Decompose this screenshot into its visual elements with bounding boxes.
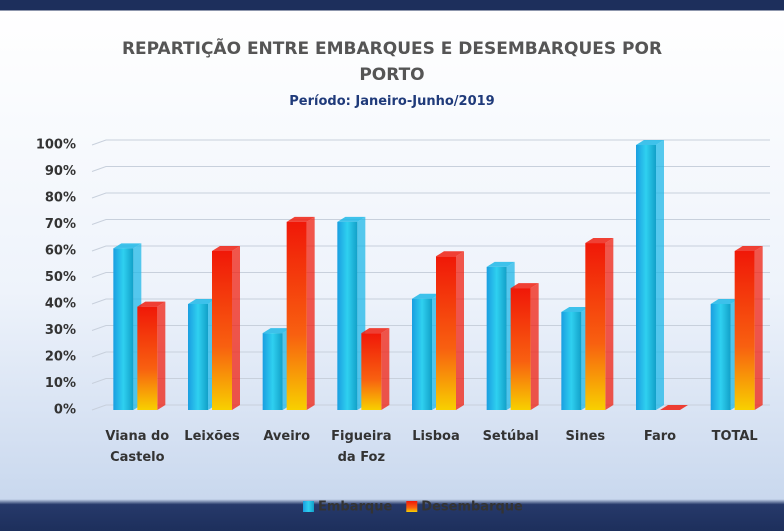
grid-line [91, 245, 770, 252]
bar-top [636, 140, 664, 145]
bar-top [412, 293, 440, 299]
bar [486, 266, 507, 410]
bar [710, 304, 731, 410]
y-tick-label: 10% [45, 376, 76, 391]
bar-top [660, 405, 688, 410]
y-tick-label: 30% [45, 323, 76, 338]
bar-top [188, 299, 216, 304]
bar-top [734, 246, 763, 251]
x-tick-label: TOTAL [711, 429, 758, 444]
bar [436, 256, 456, 410]
x-tick-label: Viana do Castelo [105, 429, 170, 465]
bar [337, 221, 358, 410]
bar [286, 221, 307, 410]
bar-top [137, 301, 166, 307]
bar-top [436, 251, 464, 257]
grid-line [91, 219, 770, 225]
bar-side [530, 283, 539, 410]
bar-top [486, 261, 515, 267]
chart-title: REPARTIÇÃO ENTRE EMBARQUES E DESEMBARQUE… [121, 39, 663, 85]
bar-top [510, 283, 539, 289]
grid-line [91, 378, 770, 384]
grid-line [91, 139, 770, 146]
x-tick-label: Figueira da Foz [331, 429, 392, 465]
legend-swatch [406, 501, 418, 512]
bar-side [381, 328, 390, 410]
bar [262, 333, 283, 410]
bar-side [456, 251, 464, 410]
legend-swatch [303, 501, 314, 512]
y-tick-label: 60% [45, 244, 76, 259]
x-tick-label: Aveiro [263, 429, 310, 444]
bar-top [286, 216, 315, 222]
x-tick-label: Faro [643, 429, 677, 444]
bar [561, 311, 582, 410]
grid-line [91, 166, 770, 172]
bar-top [337, 216, 366, 222]
bar-top [561, 306, 590, 312]
bar [636, 145, 656, 410]
grid-line [91, 298, 770, 305]
bar [412, 298, 432, 410]
bar [585, 243, 606, 410]
grid-line [91, 272, 770, 278]
bar [361, 333, 382, 410]
y-tick-label: 0% [54, 403, 76, 418]
bar-side [157, 301, 166, 410]
bar-side [754, 246, 763, 410]
bar-side [656, 140, 664, 410]
y-tick-label: 50% [45, 270, 76, 285]
bar-top [212, 246, 240, 251]
y-tick-label: 70% [45, 217, 76, 232]
bar [188, 304, 208, 410]
bar-top [113, 243, 142, 249]
x-tick-label: Leixões [184, 429, 240, 444]
legend-label: Embarque [318, 500, 392, 515]
grid-line [91, 351, 770, 358]
bar-side [306, 216, 315, 410]
chart-subtitle: Período: Janeiro-Junho/2019 [289, 94, 495, 109]
bar-side [232, 246, 240, 410]
y-tick-label: 100% [36, 138, 76, 153]
bar [113, 248, 134, 410]
bar [510, 288, 531, 410]
y-tick-label: 80% [45, 191, 76, 206]
bar-side [605, 238, 614, 410]
x-tick-label: Lisboa [412, 429, 460, 444]
y-tick-label: 20% [45, 350, 76, 365]
x-tick-label: Sines [565, 429, 606, 444]
y-tick-label: 90% [45, 164, 76, 179]
bar-top [710, 299, 739, 304]
bar-top [361, 328, 390, 334]
bar [212, 251, 232, 410]
bar [137, 306, 158, 410]
bar-top [262, 328, 291, 334]
legend-label: Desembarque [421, 500, 523, 515]
grid-line [91, 404, 770, 411]
bar-top [585, 238, 614, 244]
y-tick-label: 40% [45, 297, 76, 312]
bar [734, 251, 755, 410]
x-tick-label: Setúbal [482, 429, 539, 444]
grid-line [91, 325, 770, 331]
grid-line [91, 192, 770, 199]
